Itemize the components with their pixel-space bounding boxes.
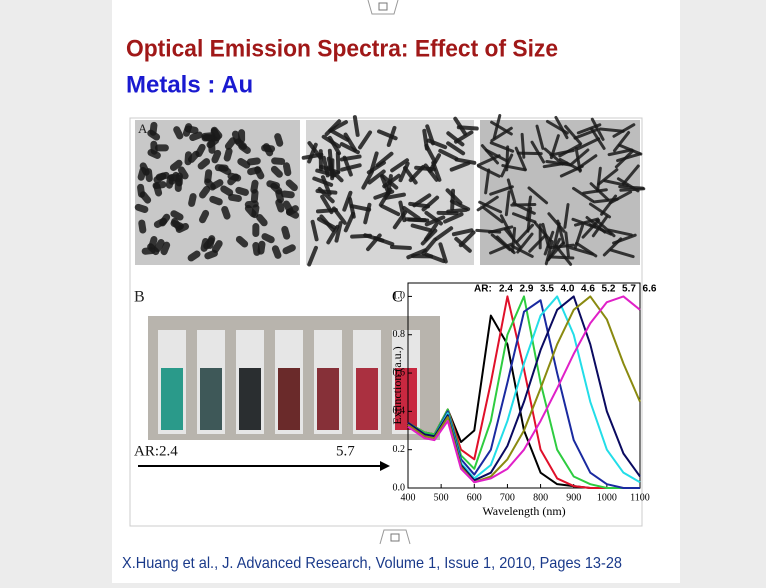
cuvette-liquid bbox=[161, 368, 183, 430]
cuvette-liquid bbox=[200, 368, 222, 430]
cuvette-liquid bbox=[239, 368, 261, 430]
x-tick-label: 900 bbox=[566, 492, 581, 503]
y-tick-label: 0.8 bbox=[393, 329, 406, 340]
nanorod bbox=[252, 223, 259, 237]
x-tick-label: 500 bbox=[434, 492, 449, 503]
legend-label: 4.0 bbox=[561, 284, 575, 295]
cuvette-liquid bbox=[278, 368, 300, 430]
x-tick-label: 400 bbox=[401, 492, 416, 503]
nanorod bbox=[215, 164, 229, 172]
x-tick-label: 800 bbox=[533, 492, 548, 503]
nanorod bbox=[411, 254, 433, 258]
y-axis-label: Extinction (a.u.) bbox=[390, 346, 404, 424]
ar-start-label: AR:2.4 bbox=[134, 443, 178, 459]
legend-label: 5.7 bbox=[622, 284, 636, 295]
nav-icon[interactable] bbox=[368, 0, 398, 14]
nanorod bbox=[184, 151, 192, 165]
slide-title: Optical Emission Spectra: Effect of Size bbox=[126, 35, 558, 62]
tem-images bbox=[134, 114, 646, 267]
panel-label: B bbox=[134, 289, 145, 306]
legend-title: AR: bbox=[474, 284, 492, 295]
slide: Optical Emission Spectra: Effect of Size… bbox=[0, 0, 766, 583]
cuvette-liquid bbox=[356, 368, 378, 430]
legend-label: 3.5 bbox=[540, 284, 554, 295]
legend-label: 4.6 bbox=[581, 284, 595, 295]
legend-label: 5.2 bbox=[602, 284, 616, 295]
ar-end-label: 5.7 bbox=[336, 443, 355, 459]
legend-label: 2.9 bbox=[520, 284, 534, 295]
x-axis-label: Wavelength (nm) bbox=[482, 504, 565, 518]
x-tick-label: 700 bbox=[500, 492, 515, 503]
legend-label: 6.6 bbox=[643, 284, 657, 295]
x-tick-label: 1000 bbox=[597, 492, 617, 503]
panel-label: A bbox=[138, 121, 148, 136]
nanorod bbox=[208, 140, 216, 154]
y-tick-label: 0.2 bbox=[393, 444, 406, 455]
nanorod bbox=[517, 152, 543, 156]
cuvettes bbox=[158, 330, 420, 434]
nav-icon[interactable] bbox=[380, 530, 410, 544]
cuvette-liquid bbox=[317, 368, 339, 430]
x-tick-label: 1100 bbox=[630, 492, 650, 503]
nanorod bbox=[539, 223, 542, 249]
y-tick-label: 1.0 bbox=[393, 291, 406, 302]
slide-subtitle: Metals : Au bbox=[126, 71, 253, 98]
x-tick-label: 600 bbox=[467, 492, 482, 503]
nanorod bbox=[336, 152, 341, 174]
citation: X.Huang et al., J. Advanced Research, Vo… bbox=[122, 555, 622, 572]
legend-label: 2.4 bbox=[499, 284, 513, 295]
nanorod bbox=[271, 157, 285, 165]
